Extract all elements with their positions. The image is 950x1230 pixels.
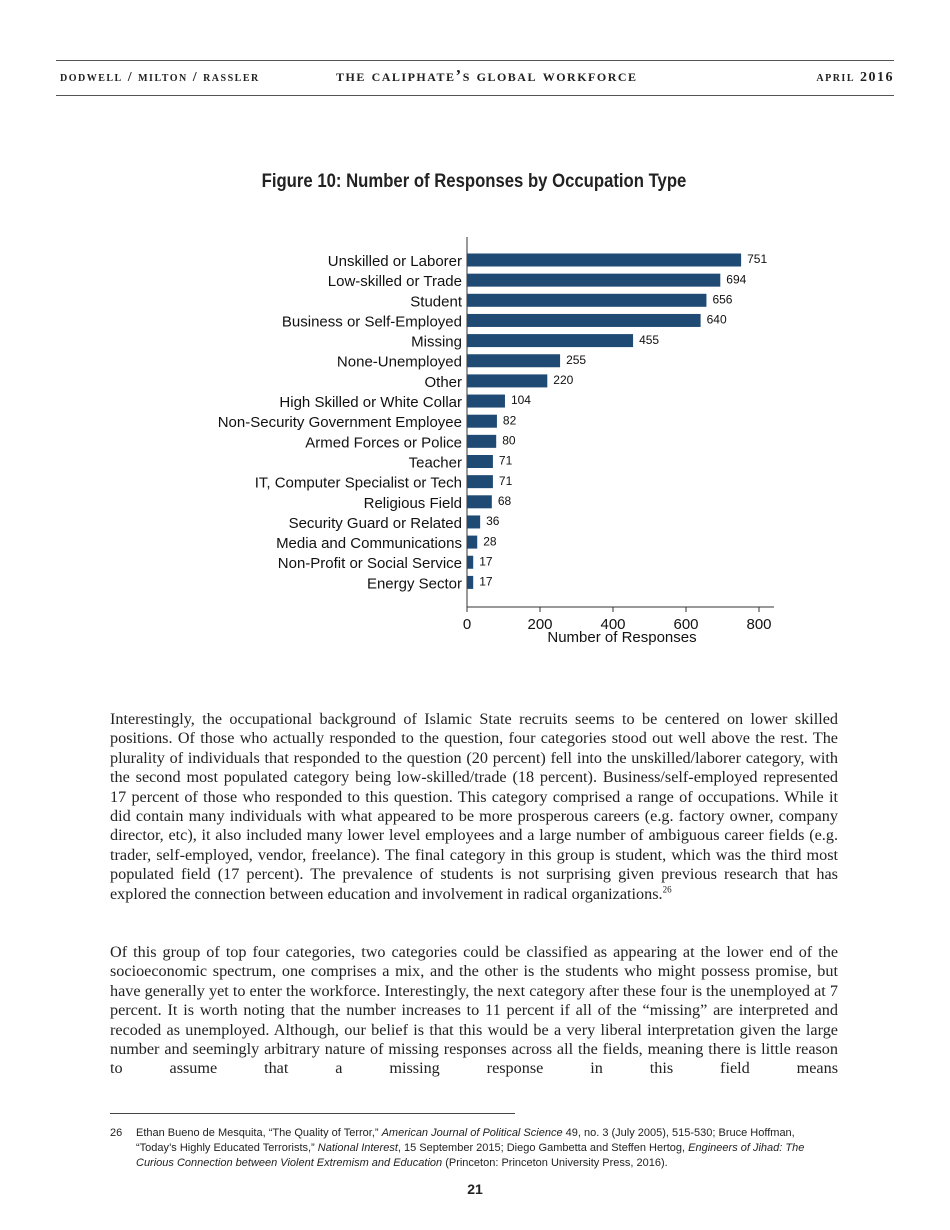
paragraph-text: Interestingly, the occupational backgrou… [110,710,838,903]
data-label: 255 [566,353,586,367]
footnote-text: (Princeton: Princeton University Press, … [442,1157,668,1169]
paragraph: Of this group of top four categories, tw… [110,943,838,1079]
header-rule [56,95,894,96]
footnote: Ethan Bueno de Mesquita, “The Quality of… [136,1126,826,1171]
bar [467,455,493,468]
x-axis-label: Number of Responses [547,629,696,646]
bar [467,354,561,368]
y-tick-label: Business or Self-Employed [282,313,462,330]
data-label: 71 [499,454,513,468]
footnote-rule [110,1113,515,1114]
bar [467,475,493,489]
bar [467,273,721,287]
data-label: 656 [712,292,732,306]
y-tick-label: None-Unemployed [337,354,462,371]
bar [467,334,634,348]
y-tick-label: Other [424,374,462,391]
header-date: APRIL 2016 [816,70,894,85]
bar [467,313,701,327]
header-rule [56,60,894,61]
bar [467,535,478,549]
bar [467,555,474,569]
x-tick-label: 800 [746,616,771,633]
y-tick-label: Missing [411,334,462,351]
data-label: 36 [486,514,500,528]
footnote-text: National Interest [317,1142,398,1154]
y-tick-label: IT, Computer Specialist or Tech [255,475,462,492]
bar [467,293,707,307]
y-tick-label: Energy Sector [367,575,462,592]
bar [467,374,548,388]
y-tick-label: Religious Field [364,495,462,512]
y-tick-label: Media and Communications [276,535,462,552]
page-number: 21 [467,1181,483,1197]
y-tick-label: Low-skilled or Trade [328,273,462,290]
data-label: 17 [479,575,493,589]
footnote-text: American Journal of Political Science [381,1127,563,1139]
paragraph-text: Of this group of top four categories, tw… [110,943,838,1078]
data-label: 640 [707,313,727,327]
data-label: 104 [511,393,531,407]
data-label: 694 [726,272,746,286]
y-tick-label: Non-Security Government Employee [218,414,462,431]
x-tick-label: 400 [600,616,625,633]
footnote-text: Ethan Bueno de Mesquita, “The Quality of… [136,1127,382,1139]
chart-title: Figure 10: Number of Responses by Occupa… [262,170,687,191]
bar [467,394,505,408]
bar [467,575,474,589]
data-label: 71 [499,474,513,488]
x-tick-label: 200 [527,616,552,633]
bar [467,515,481,529]
y-tick-label: Unskilled or Laborer [328,253,462,270]
bar [467,414,497,428]
paragraph: Interestingly, the occupational backgrou… [110,710,838,904]
data-label: 17 [479,554,493,568]
y-tick-label: Teacher [409,454,462,471]
data-label: 68 [498,494,512,508]
y-tick-label: Non-Profit or Social Service [278,555,462,572]
footnote-text: , 15 September 2015; Diego Gambetta and … [397,1142,689,1154]
footnote-ref: 26 [662,884,672,895]
data-label: 82 [503,413,517,427]
data-label: 28 [483,534,497,548]
y-tick-label: Armed Forces or Police [305,434,462,451]
data-label: 80 [502,434,516,448]
footnote-text: Engineers of Jihad: The Curious Connecti… [136,1142,805,1169]
bar [467,434,497,448]
bar [467,495,492,509]
data-label: 220 [553,373,573,387]
y-tick-label: Student [410,293,463,310]
data-label: 455 [639,333,659,347]
bar [467,253,742,267]
y-tick-label: Security Guard or Related [289,515,462,532]
header-authors: DODWELL / MILTON / RASSLER [60,70,260,85]
footnote-number: 26 [110,1127,123,1139]
data-label: 751 [747,252,767,266]
header-title: THE CALIPHATE’S GLOBAL WORKFORCE [336,66,638,85]
chart: Figure 10: Number of Responses by Occupa… [218,170,774,646]
x-tick-label: 600 [673,616,698,633]
footnote-text: 49, no. 3 (July 2005), 515-530; Bruce Ho… [136,1127,795,1154]
y-tick-label: High Skilled or White Collar [279,394,462,411]
x-tick-label: 0 [463,616,471,633]
